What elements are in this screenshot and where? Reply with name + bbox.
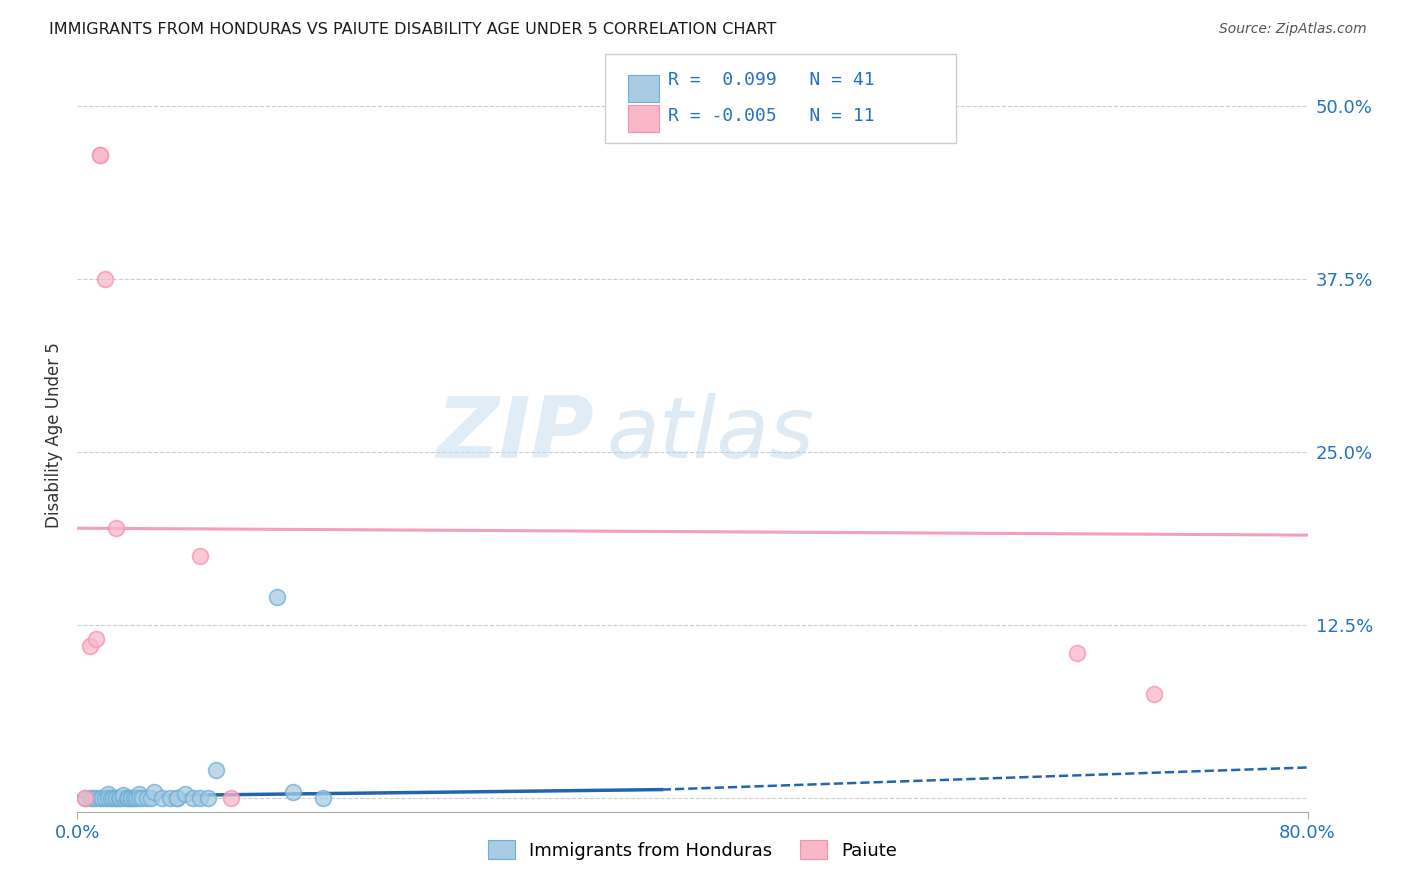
Point (97, 790, 120, 805)
Point (204, 763, 226, 777)
Point (159, 790, 181, 805)
Point (166, 790, 188, 805)
Point (219, 790, 242, 805)
Point (101, 790, 124, 805)
Point (188, 790, 212, 805)
Point (104, 521, 127, 535)
Point (117, 790, 139, 805)
Text: Source: ZipAtlas.com: Source: ZipAtlas.com (1219, 22, 1367, 37)
Y-axis label: Disability Age Under 5: Disability Age Under 5 (45, 342, 63, 528)
Point (108, 790, 131, 805)
Point (135, 790, 157, 805)
Point (197, 790, 219, 805)
Point (188, 549, 212, 563)
Point (79, 639, 101, 653)
Point (110, 790, 132, 805)
Point (131, 790, 153, 805)
Text: IMMIGRANTS FROM HONDURAS VS PAIUTE DISABILITY AGE UNDER 5 CORRELATION CHART: IMMIGRANTS FROM HONDURAS VS PAIUTE DISAB… (49, 22, 776, 37)
Point (166, 790, 188, 805)
Point (90, 790, 114, 805)
Point (112, 790, 135, 805)
Point (89, 790, 111, 805)
Point (1066, 646, 1088, 660)
Point (94, 272, 117, 286)
Point (73, 790, 96, 805)
Point (143, 785, 166, 799)
Point (100, 790, 122, 805)
Point (115, 790, 138, 805)
Point (73, 790, 96, 805)
Point (104, 790, 127, 805)
Text: ZIP: ZIP (436, 393, 595, 476)
Point (125, 790, 148, 805)
Point (128, 790, 150, 805)
Point (84, 790, 107, 805)
Text: R =  0.099   N = 41: R = 0.099 N = 41 (668, 71, 875, 89)
Point (150, 790, 173, 805)
Point (312, 790, 335, 805)
Point (128, 787, 150, 801)
Point (79, 790, 101, 805)
Point (174, 787, 197, 801)
Point (89, 148, 111, 162)
Point (141, 790, 163, 805)
Point (112, 788, 135, 802)
Point (94, 790, 117, 805)
Point (181, 790, 204, 805)
Point (97, 787, 120, 801)
Point (266, 591, 288, 605)
Point (82, 790, 104, 805)
Point (84, 632, 107, 646)
Text: R = -0.005   N = 11: R = -0.005 N = 11 (668, 107, 875, 125)
Point (281, 785, 304, 799)
Point (120, 790, 142, 805)
Text: atlas: atlas (606, 393, 814, 476)
Point (122, 790, 145, 805)
Point (89, 148, 111, 162)
Point (120, 790, 142, 805)
Point (104, 790, 127, 805)
Legend: Immigrants from Honduras, Paiute: Immigrants from Honduras, Paiute (481, 833, 904, 867)
Point (1143, 687, 1166, 701)
